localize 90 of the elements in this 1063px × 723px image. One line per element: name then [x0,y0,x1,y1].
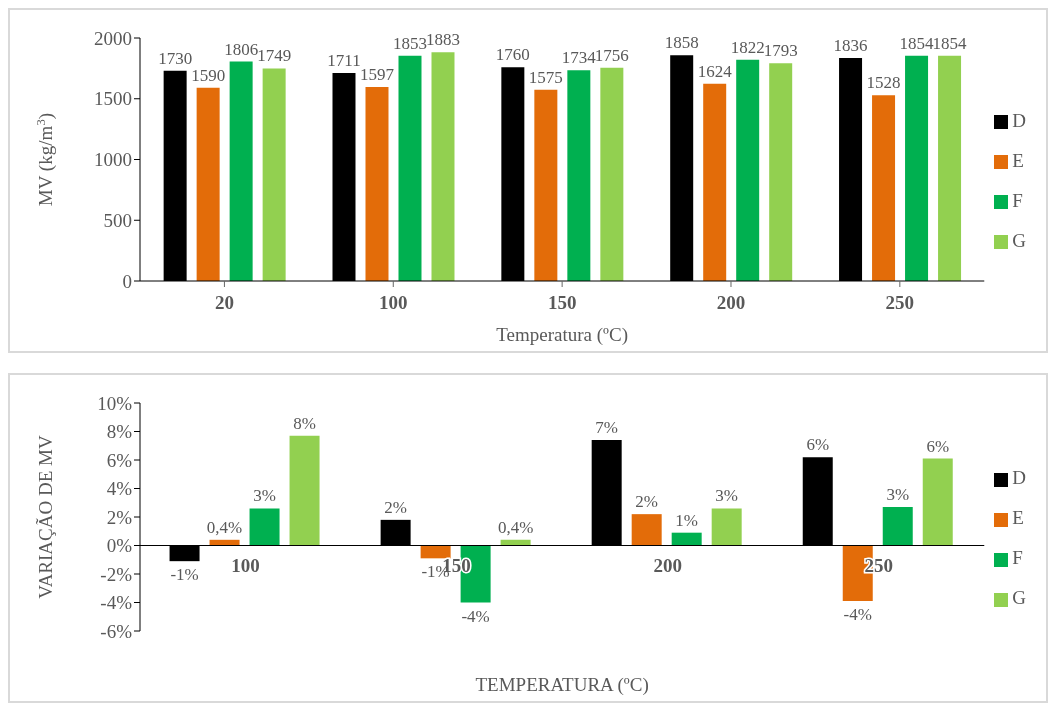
y-tick-label: 10% [97,392,133,414]
data-label: 1883 [425,30,460,50]
y-tick-label: -4% [100,592,133,614]
bar [289,435,320,546]
y-tick-label: 500 [103,209,132,231]
bar [229,61,253,281]
data-label: 2% [635,492,659,512]
y-tick-label: -6% [100,620,133,642]
bar [905,55,929,281]
bar [431,52,455,281]
data-label: 1854 [932,33,968,53]
bar [711,508,742,546]
y-tick-label: 0 [122,270,132,292]
data-label: 1730 [158,48,193,68]
y-tick-label: 1500 [94,88,132,110]
data-label: 6% [926,436,950,456]
data-label: 3% [715,486,739,506]
data-label: 8% [293,413,316,433]
legend-label: G [1012,587,1026,608]
data-label: 1528 [866,73,901,93]
data-label: 6% [806,435,830,455]
y-axis-title: VARIAÇÃO DE MV [35,435,56,599]
data-label: 1711 [327,51,361,71]
y-tick-label: 4% [106,478,133,500]
x-tick-label: 20 [214,292,234,313]
bar [534,89,558,281]
data-label: 0,4% [206,517,243,537]
x-tick-label: 250 [885,292,915,313]
x-axis-title: TEMPERATURA (ºC) [475,674,649,696]
data-label: 0,4% [497,517,534,537]
legend-label: E [1012,149,1024,171]
bar [769,63,793,281]
y-tick-label: -2% [100,563,133,585]
data-label: 1822 [730,37,765,57]
y-tick-label: 0% [106,535,133,557]
legend-label: F [1012,547,1023,568]
data-label: 1749 [257,46,292,66]
y-tick-label: 8% [106,421,133,443]
bar [938,55,962,281]
data-label: 1597 [359,64,395,84]
bar [872,95,896,281]
bar [671,532,702,546]
data-label: 1624 [697,61,733,81]
data-label: 1% [675,510,699,530]
x-axis-title: Temperatura (ºC) [496,324,628,346]
legend-label: F [1012,189,1023,211]
data-label: 1590 [191,65,226,85]
y-tick-label: 2% [106,506,133,528]
x-tick-label: 150 [547,292,577,313]
legend-label: D [1012,467,1026,488]
legend-label: D [1012,109,1026,131]
data-label: -4% [461,606,490,626]
x-tick-label: 100 [231,555,260,576]
data-label: 1793 [763,41,798,61]
bar [882,507,913,546]
x-tick-label: 200 [716,292,746,313]
data-label: -4% [843,605,872,625]
bar [398,55,422,281]
x-tick-label: 200 [653,555,682,576]
data-label: 1734 [561,48,597,68]
data-label: 1756 [594,45,629,65]
data-label: 1853 [392,33,427,53]
bar [249,508,280,546]
bar [631,514,662,546]
bar [262,68,286,281]
x-tick-label: 100 [379,292,408,313]
bar [365,86,389,281]
data-label: 3% [253,486,276,506]
data-label: 1806 [224,39,259,59]
legend-label: G [1012,229,1026,251]
data-label: 1575 [528,67,563,87]
data-label: -1% [170,565,199,585]
bar [736,59,760,281]
data-label: 1858 [664,33,699,53]
data-label: 1836 [833,35,868,55]
bar [922,458,953,546]
bar [420,545,451,559]
bar [196,87,220,281]
data-label: 7% [595,418,619,438]
data-label: 1854 [899,33,935,53]
data-label: 1760 [495,45,530,65]
bar [600,67,624,281]
bar [703,83,727,281]
bar [567,70,591,281]
y-tick-label: 2000 [94,27,132,49]
y-tick-label: 6% [106,449,133,471]
data-label: 2% [384,497,407,517]
legend-label: E [1012,507,1024,528]
y-tick-label: 1000 [94,149,132,171]
data-label: 3% [886,485,910,505]
